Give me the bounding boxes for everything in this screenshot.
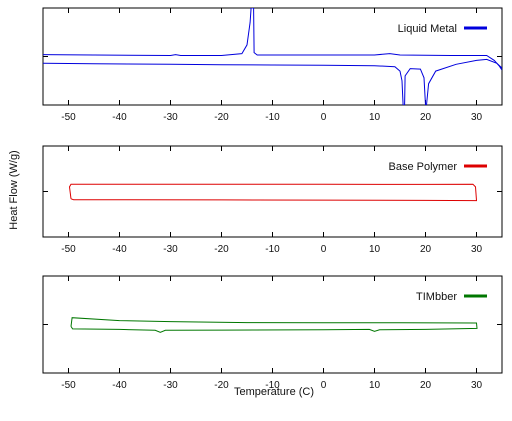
series-line-1-1 <box>43 8 502 71</box>
series-line-1-2 <box>43 58 502 105</box>
series-line-3-1 <box>70 317 478 333</box>
legend-label: TIMbber <box>416 291 457 303</box>
x-tick-label: 20 <box>420 244 432 255</box>
panel-3: -50 -40 -30 -20 -10 0 10 20 30 TIMbber <box>42 275 503 391</box>
x-tick-label: 30 <box>471 244 483 255</box>
x-tick-label: 0 <box>321 244 327 255</box>
x-tick-label: -30 <box>163 244 178 255</box>
x-tick-label: -30 <box>163 380 178 391</box>
series-line-2-1 <box>68 183 478 202</box>
panel-2: -50 -40 -30 -20 -10 0 10 20 30 Base Polymer <box>42 145 503 255</box>
x-tick-label: 30 <box>471 380 483 391</box>
x-tick-label: -40 <box>112 380 127 391</box>
x-tick-label: 10 <box>369 112 381 123</box>
x-tick-label: -10 <box>265 244 280 255</box>
x-tick-label: 10 <box>369 244 381 255</box>
x-tick-label: 20 <box>420 112 432 123</box>
x-axis-title: Temperature (C) <box>234 386 314 398</box>
panel-1: -50 -40 -30 -20 -10 0 10 20 30 Liquid Metal <box>42 7 503 123</box>
x-tick-label: -50 <box>61 380 76 391</box>
x-tick-label: -40 <box>112 244 127 255</box>
x-tick-label: -50 <box>61 244 76 255</box>
x-tick-label: -20 <box>214 112 229 123</box>
x-tick-label: -20 <box>214 244 229 255</box>
x-tick-label: 30 <box>471 112 483 123</box>
legend-label: Base Polymer <box>389 161 458 173</box>
x-tick-label: -20 <box>214 380 229 391</box>
x-tick-label: -10 <box>265 380 280 391</box>
legend-label: Liquid Metal <box>398 23 457 35</box>
x-tick-label: 0 <box>321 112 327 123</box>
x-tick-label: -40 <box>112 112 127 123</box>
x-tick-label: -10 <box>265 112 280 123</box>
plot-frame <box>42 145 503 238</box>
x-tick-label: -30 <box>163 112 178 123</box>
x-tick-label: -50 <box>61 112 76 123</box>
x-tick-label: 0 <box>321 380 327 391</box>
x-tick-label: 20 <box>420 380 432 391</box>
y-axis-title: Heat Flow (W/g) <box>8 150 20 229</box>
x-tick-label: 10 <box>369 380 381 391</box>
